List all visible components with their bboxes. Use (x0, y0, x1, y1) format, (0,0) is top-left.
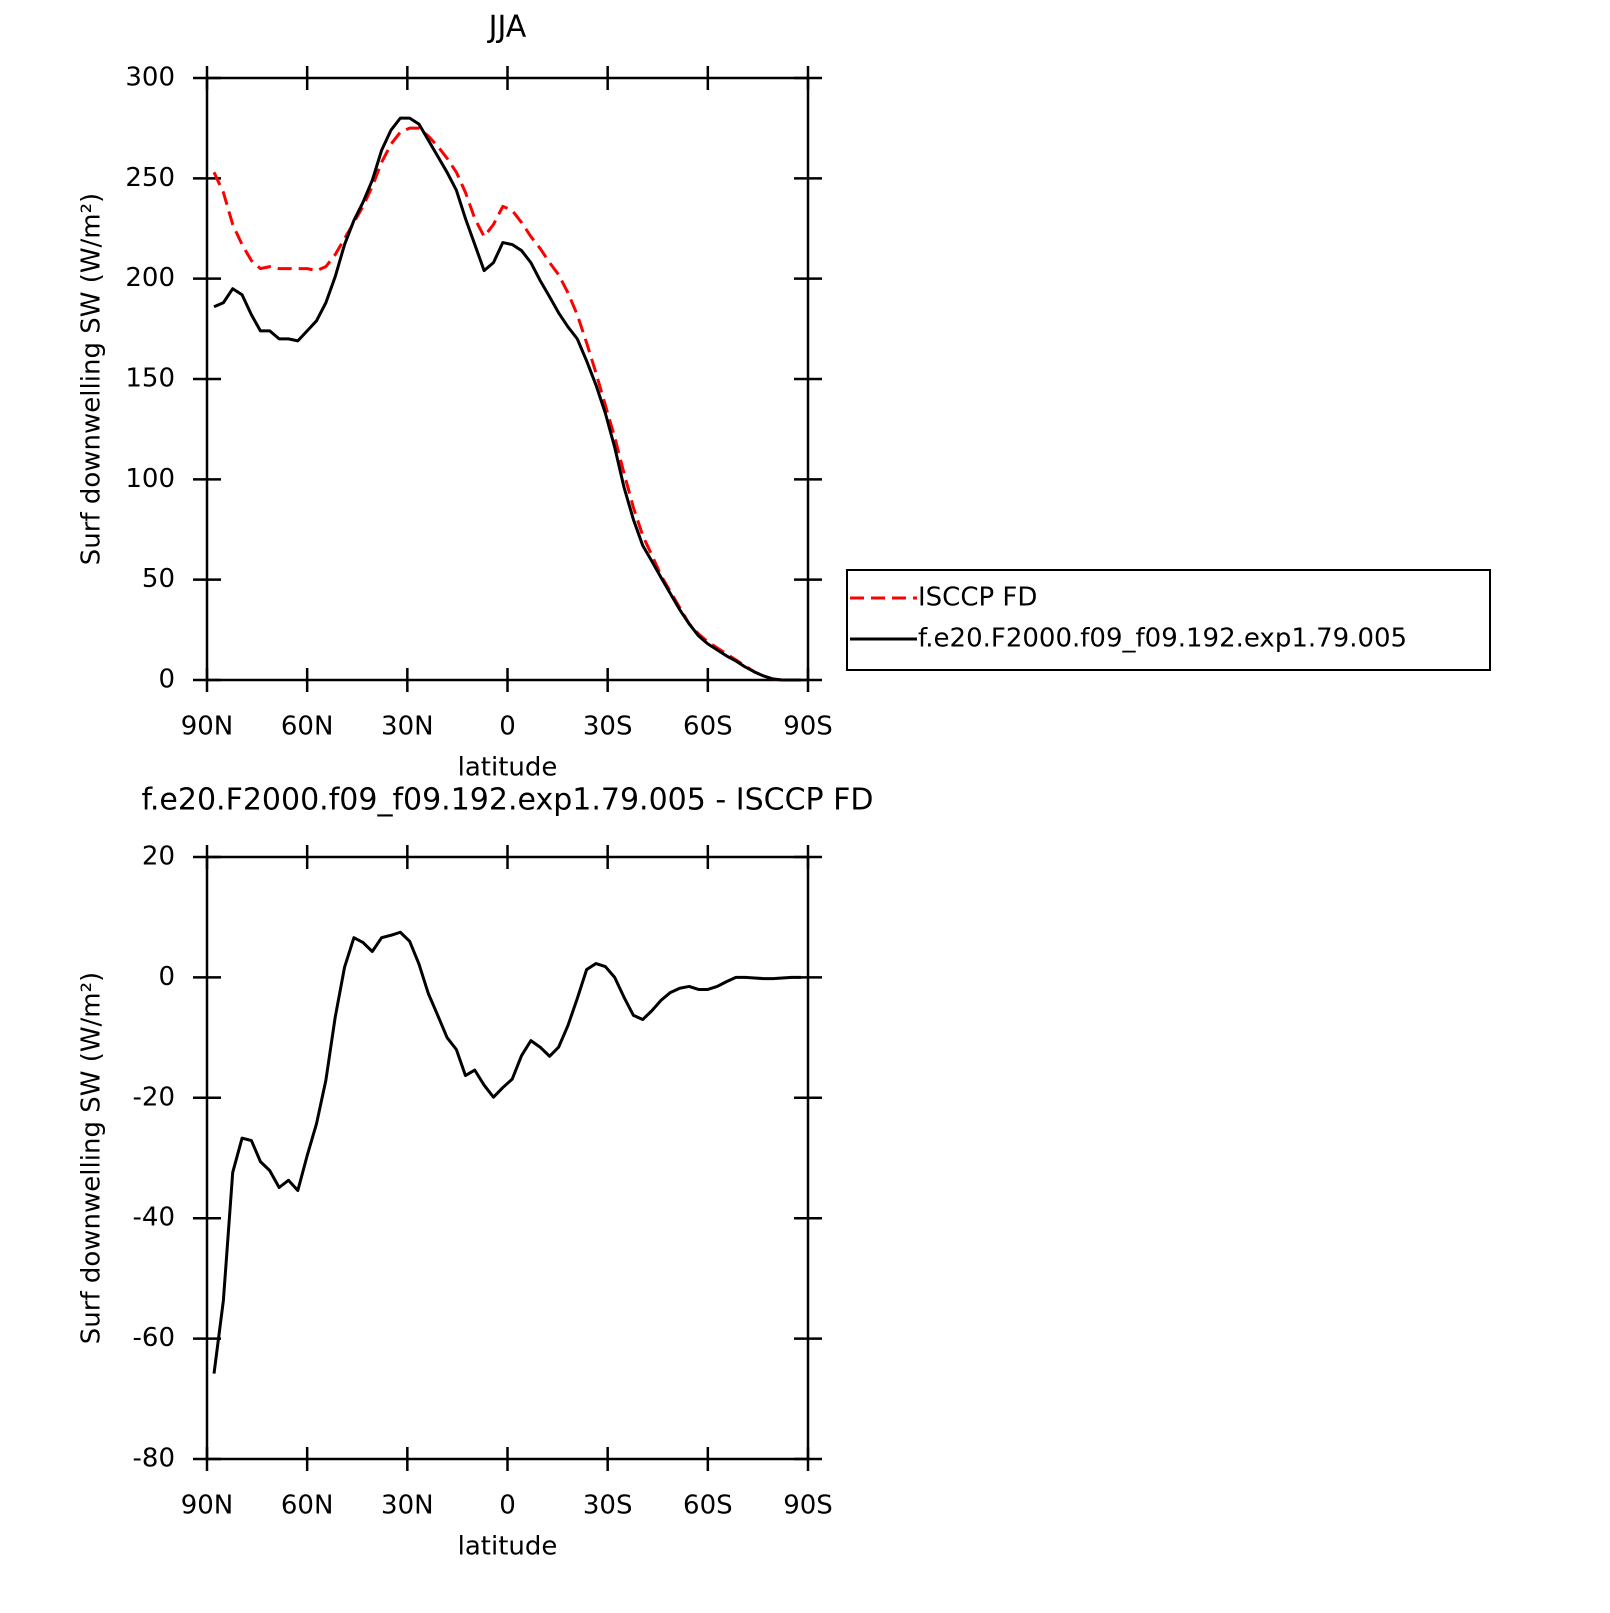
y-tick-label: 200 (125, 263, 175, 293)
x-tick-label: 30S (583, 712, 633, 742)
x-tick-label: 60S (683, 1491, 733, 1521)
x-tick-label: 90S (783, 1491, 833, 1521)
x-tick-label: 90S (783, 712, 833, 742)
y-tick-label: 0 (158, 665, 175, 695)
chart-title: f.e20.F2000.f09_f09.192.exp1.79.005 - IS… (141, 783, 873, 818)
x-axis-label: latitude (458, 753, 558, 783)
data-line (212, 126, 801, 682)
y-tick-label: 300 (125, 63, 175, 93)
x-tick-label: 60S (683, 712, 733, 742)
y-tick-label: 100 (125, 464, 175, 494)
y-tick-label: -60 (133, 1323, 175, 1353)
y-tick-label: -80 (133, 1444, 175, 1474)
legend-label: ISCCP FD (918, 583, 1037, 613)
plot-frame (205, 855, 810, 1461)
x-tick-label: 30N (381, 712, 434, 742)
x-tick-label: 90N (181, 1491, 234, 1521)
x-tick-label: 90N (181, 712, 234, 742)
y-tick-label: 20 (142, 842, 175, 872)
y-tick-label: 50 (142, 564, 175, 594)
y-tick-label: -40 (133, 1203, 175, 1233)
x-tick-label: 0 (499, 1491, 516, 1521)
y-tick-label: 250 (125, 163, 175, 193)
y-axis-label: Surf downwelling SW (W/m²) (77, 193, 107, 565)
y-axis-label: Surf downwelling SW (W/m²) (77, 972, 107, 1344)
x-tick-label: 30S (583, 1491, 633, 1521)
y-tick-label: -20 (133, 1082, 175, 1112)
y-tick-label: 150 (125, 364, 175, 394)
chart-title: JJA (487, 10, 527, 45)
x-tick-label: 0 (499, 712, 516, 742)
y-tick-label: 0 (158, 962, 175, 992)
x-tick-label: 60N (281, 1491, 334, 1521)
legend-label: f.e20.F2000.f09_f09.192.exp1.79.005 (918, 624, 1407, 654)
legend-box (846, 569, 1491, 671)
data-line (212, 930, 801, 1374)
data-line (213, 116, 801, 682)
x-axis-label: latitude (458, 1532, 558, 1562)
plot-frame (205, 76, 810, 682)
x-tick-label: 60N (281, 712, 334, 742)
x-tick-label: 30N (381, 1491, 434, 1521)
